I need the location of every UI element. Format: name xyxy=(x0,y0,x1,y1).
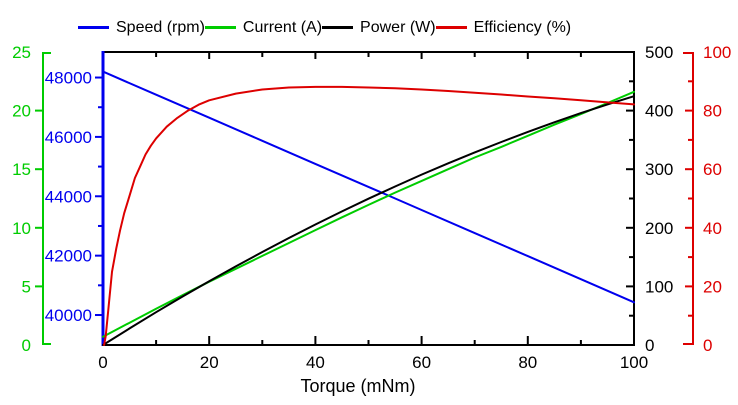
efficiency-tick-label: 20 xyxy=(703,277,722,296)
current-tick-label: 0 xyxy=(22,336,31,355)
x-axis-title: Torque (mNm) xyxy=(300,376,416,396)
legend-line-swatch-current xyxy=(204,26,236,29)
x-tick-label: 60 xyxy=(412,353,431,372)
legend-item-power: Power (W) xyxy=(322,19,436,36)
power-tick-label: 300 xyxy=(645,160,673,179)
speed-tick-label: 46000 xyxy=(45,128,92,147)
legend-line-swatch-speed xyxy=(78,26,109,29)
legend-line-swatch-efficiency xyxy=(435,26,467,29)
legend-item-efficiency: Efficiency (%) xyxy=(435,19,572,36)
efficiency-tick-label: 0 xyxy=(703,336,712,355)
x-tick-label: 20 xyxy=(200,353,219,372)
efficiency-tick-label: 40 xyxy=(703,219,722,238)
chart-legend: Speed (rpm) Current (A) Power (W) Effici… xyxy=(78,19,571,36)
x-tick-label: 100 xyxy=(620,353,648,372)
power-tick-label: 400 xyxy=(645,102,673,121)
efficiency-tick-label: 100 xyxy=(703,43,731,62)
current-tick-label: 10 xyxy=(12,219,31,238)
power-tick-label: 100 xyxy=(645,277,673,296)
current-curve xyxy=(102,90,635,338)
legend-item-speed: Speed (rpm) xyxy=(78,19,205,36)
legend-label-power: Power (W) xyxy=(360,19,436,36)
power-curve xyxy=(102,95,635,346)
legend-item-current: Current (A) xyxy=(204,19,323,36)
speed-curve xyxy=(102,70,635,304)
efficiency-curve xyxy=(103,85,635,346)
x-tick-label: 80 xyxy=(518,353,537,372)
speed-tick-label: 40000 xyxy=(45,306,92,325)
current-tick-label: 5 xyxy=(22,277,31,296)
efficiency-tick-label: 60 xyxy=(703,160,722,179)
legend-label-speed: Speed (rpm) xyxy=(116,19,205,36)
current-tick-label: 25 xyxy=(12,43,31,62)
power-tick-label: 500 xyxy=(645,43,673,62)
legend-label-current: Current (A) xyxy=(242,19,323,36)
efficiency-tick-label: 80 xyxy=(703,102,722,121)
speed-tick-label: 48000 xyxy=(45,69,92,88)
legend-label-efficiency: Efficiency (%) xyxy=(473,19,572,36)
speed-tick-label: 42000 xyxy=(45,247,92,266)
power-tick-label: 200 xyxy=(645,219,673,238)
legend-line-swatch-power xyxy=(322,26,354,29)
x-tick-label: 40 xyxy=(306,353,325,372)
speed-tick-label: 44000 xyxy=(45,187,92,206)
x-tick-label: 0 xyxy=(98,353,107,372)
current-tick-label: 15 xyxy=(12,160,31,179)
power-tick-label: 0 xyxy=(645,336,654,355)
current-tick-label: 20 xyxy=(12,102,31,121)
